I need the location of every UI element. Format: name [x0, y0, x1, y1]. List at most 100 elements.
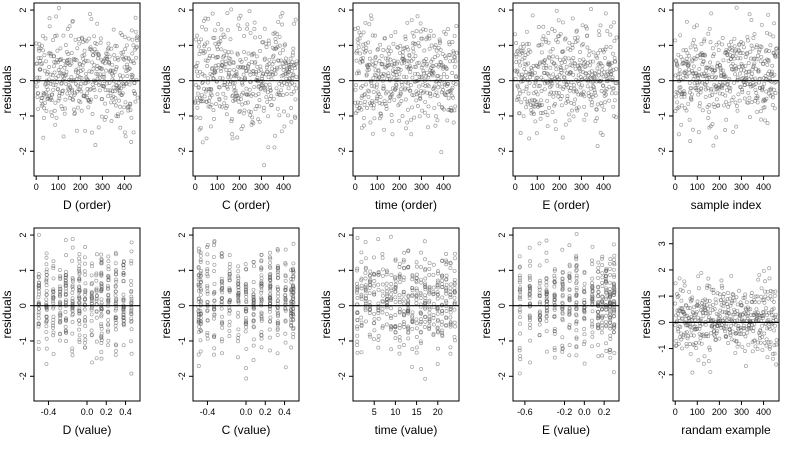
data-point	[368, 269, 373, 274]
data-point	[229, 117, 234, 121]
data-point	[452, 286, 457, 290]
data-point	[448, 52, 453, 57]
data-point	[46, 81, 51, 86]
data-point	[444, 316, 449, 321]
data-point	[65, 58, 70, 62]
data-point	[431, 33, 436, 38]
data-point	[701, 361, 706, 366]
data-point	[376, 69, 381, 74]
data-point	[768, 43, 773, 48]
data-point	[243, 262, 248, 267]
data-point	[106, 329, 110, 334]
data-point	[582, 315, 587, 320]
data-point	[280, 48, 285, 53]
data-point	[755, 94, 760, 99]
data-point	[97, 88, 102, 93]
data-point	[763, 118, 768, 123]
data-point	[193, 64, 198, 69]
data-point	[570, 108, 574, 113]
data-point	[132, 81, 137, 85]
data-point	[696, 274, 701, 279]
data-point	[772, 21, 777, 26]
data-point	[424, 70, 429, 75]
data-point	[444, 93, 449, 98]
data-point	[771, 306, 776, 311]
data-point	[36, 289, 41, 294]
data-point	[425, 62, 429, 66]
data-point	[518, 131, 523, 135]
data-point	[603, 100, 608, 105]
data-point	[694, 87, 699, 92]
data-point	[216, 54, 220, 59]
data-point	[113, 327, 118, 332]
data-point	[70, 313, 75, 318]
y-tick-label: 3	[657, 241, 667, 246]
data-point	[90, 82, 95, 87]
data-point	[448, 307, 453, 312]
data-point	[57, 6, 61, 10]
data-point	[732, 49, 737, 54]
data-point	[64, 253, 69, 258]
y-tick-label: -2	[18, 147, 28, 155]
data-point	[722, 80, 727, 85]
data-point	[126, 108, 131, 113]
data-point	[739, 303, 744, 308]
data-point	[614, 81, 619, 86]
data-point	[537, 278, 542, 283]
data-point	[569, 80, 574, 85]
data-point	[388, 49, 393, 54]
data-point	[600, 254, 605, 259]
data-point	[607, 311, 612, 316]
data-point	[111, 85, 116, 90]
data-point	[121, 343, 126, 348]
data-point	[414, 260, 419, 265]
panel-frame	[672, 227, 780, 402]
x-tick-label: -0.4	[41, 407, 57, 417]
data-point	[355, 287, 360, 292]
data-point	[582, 289, 587, 294]
data-point	[612, 299, 616, 303]
data-point	[438, 59, 443, 64]
data-point	[687, 289, 692, 294]
data-point	[113, 352, 118, 357]
data-point	[381, 48, 386, 52]
data-point	[691, 333, 696, 338]
data-point	[540, 102, 545, 107]
data-point	[99, 289, 104, 294]
data-point	[401, 343, 406, 347]
data-point	[235, 135, 240, 140]
data-point	[359, 297, 364, 301]
data-point	[676, 72, 681, 77]
data-point	[94, 81, 99, 85]
data-point	[417, 74, 422, 79]
data-point	[414, 335, 419, 339]
data-point	[760, 85, 765, 90]
data-point	[238, 13, 243, 18]
data-point	[205, 289, 210, 294]
data-point	[121, 297, 126, 302]
data-point	[250, 91, 255, 96]
data-point	[94, 298, 99, 303]
data-point	[402, 265, 406, 270]
data-point	[728, 89, 732, 94]
data-point	[593, 93, 598, 98]
data-point	[756, 317, 761, 322]
data-point	[527, 316, 532, 321]
x-tick-label: 0.2	[100, 407, 113, 417]
data-point	[608, 324, 613, 329]
data-point	[764, 96, 769, 101]
data-point	[561, 75, 566, 80]
data-point	[259, 285, 264, 290]
data-point	[756, 53, 760, 58]
data-point	[359, 259, 364, 264]
data-point	[268, 277, 273, 282]
data-point	[229, 7, 234, 12]
data-point	[539, 42, 544, 47]
data-point	[422, 239, 427, 244]
data-point	[690, 295, 695, 300]
data-point	[440, 84, 445, 89]
data-point	[77, 308, 82, 313]
data-point	[115, 112, 120, 117]
